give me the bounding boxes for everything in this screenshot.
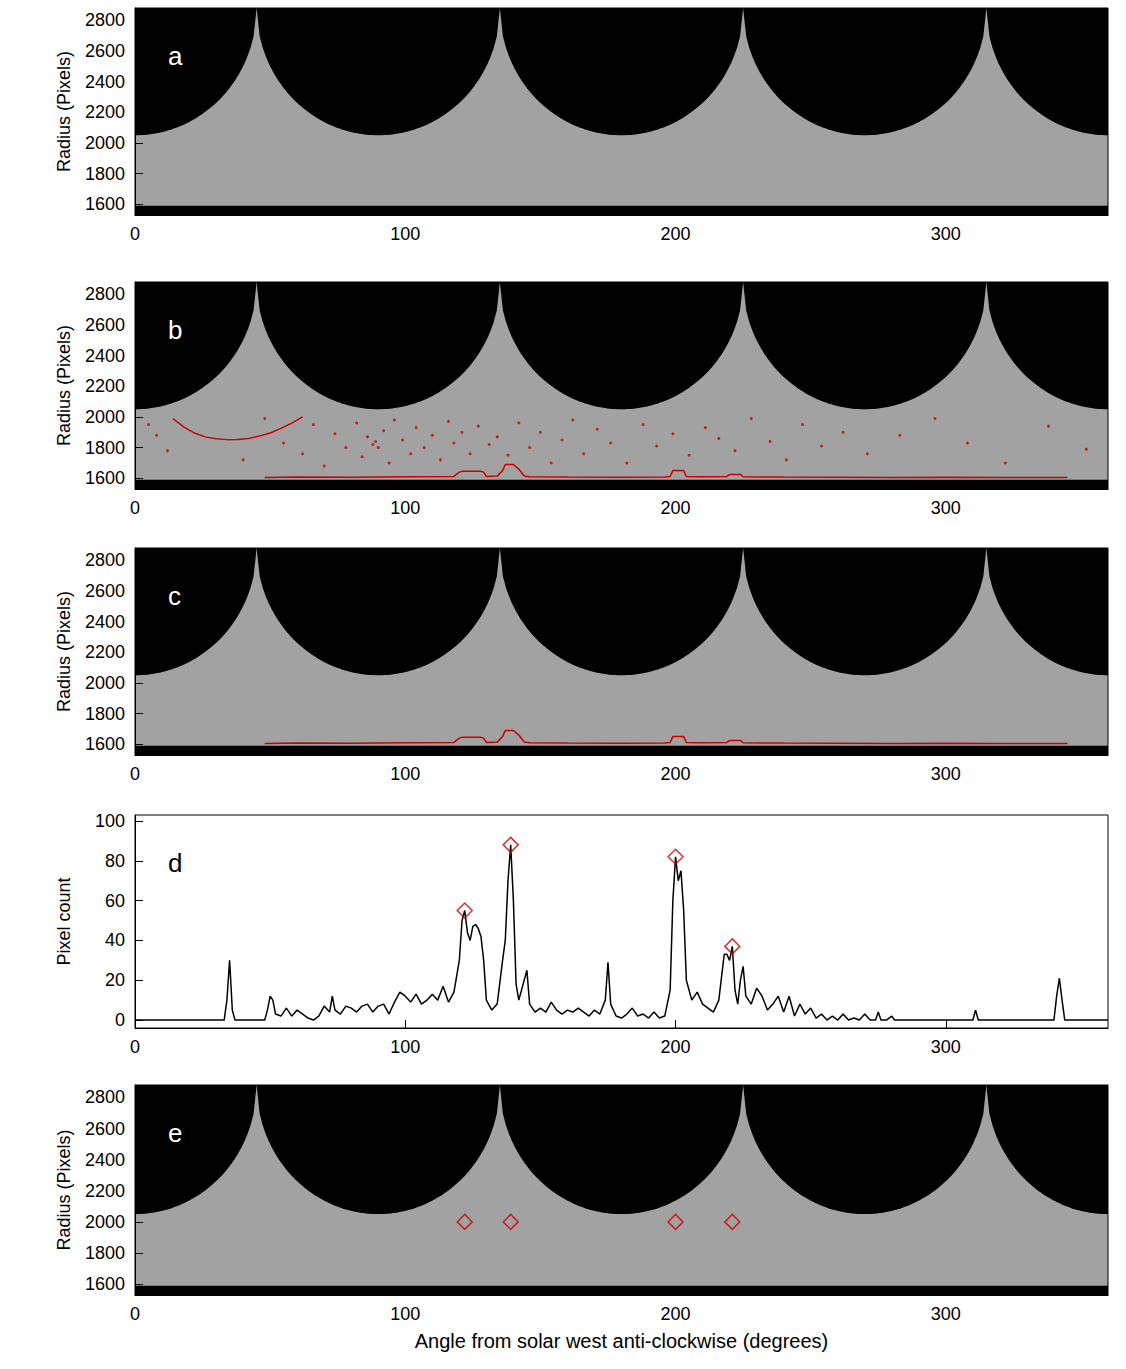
svg-text:2200: 2200: [85, 376, 125, 396]
svg-text:Angle from solar west anti-clo: Angle from solar west anti-clockwise (de…: [415, 1330, 829, 1352]
svg-text:Radius (Pixels): Radius (Pixels): [54, 1129, 74, 1250]
svg-text:0: 0: [130, 1037, 140, 1057]
svg-text:2200: 2200: [85, 642, 125, 662]
svg-text:100: 100: [390, 224, 420, 244]
svg-text:2800: 2800: [85, 10, 125, 30]
svg-text:100: 100: [390, 764, 420, 784]
svg-text:200: 200: [661, 1304, 691, 1324]
svg-text:2800: 2800: [85, 550, 125, 570]
svg-text:b: b: [168, 315, 182, 345]
svg-text:100: 100: [390, 1037, 420, 1057]
svg-text:Radius (Pixels): Radius (Pixels): [54, 325, 74, 446]
svg-text:2200: 2200: [85, 102, 125, 122]
svg-text:2800: 2800: [85, 1087, 125, 1107]
svg-text:1600: 1600: [85, 194, 125, 214]
svg-text:1800: 1800: [85, 438, 125, 458]
svg-text:300: 300: [931, 764, 961, 784]
svg-text:a: a: [168, 41, 183, 71]
svg-text:200: 200: [661, 498, 691, 518]
svg-text:1800: 1800: [85, 704, 125, 724]
svg-text:0: 0: [130, 224, 140, 244]
svg-text:1600: 1600: [85, 468, 125, 488]
svg-text:0: 0: [130, 498, 140, 518]
svg-text:0: 0: [130, 1304, 140, 1324]
svg-text:2400: 2400: [85, 612, 125, 632]
svg-text:1800: 1800: [85, 164, 125, 184]
svg-text:0: 0: [130, 764, 140, 784]
svg-text:Radius (Pixels): Radius (Pixels): [54, 51, 74, 172]
svg-text:2000: 2000: [85, 133, 125, 153]
svg-text:200: 200: [661, 764, 691, 784]
svg-text:2400: 2400: [85, 346, 125, 366]
svg-text:20: 20: [105, 970, 125, 990]
svg-text:1600: 1600: [85, 734, 125, 754]
svg-text:200: 200: [661, 224, 691, 244]
svg-text:200: 200: [661, 1037, 691, 1057]
svg-text:e: e: [168, 1118, 182, 1148]
svg-text:Pixel count: Pixel count: [54, 877, 74, 965]
svg-text:0: 0: [115, 1010, 125, 1030]
svg-text:2600: 2600: [85, 1119, 125, 1139]
svg-text:300: 300: [931, 498, 961, 518]
svg-text:40: 40: [105, 930, 125, 950]
svg-text:2400: 2400: [85, 72, 125, 92]
svg-text:Radius (Pixels): Radius (Pixels): [54, 591, 74, 712]
svg-text:2600: 2600: [85, 41, 125, 61]
svg-text:2200: 2200: [85, 1181, 125, 1201]
svg-text:2000: 2000: [85, 407, 125, 427]
svg-text:60: 60: [105, 891, 125, 911]
svg-text:2600: 2600: [85, 315, 125, 335]
svg-text:2800: 2800: [85, 284, 125, 304]
svg-text:1600: 1600: [85, 1274, 125, 1294]
svg-text:100: 100: [390, 498, 420, 518]
svg-text:c: c: [168, 581, 181, 611]
svg-text:2000: 2000: [85, 673, 125, 693]
svg-text:100: 100: [390, 1304, 420, 1324]
svg-text:d: d: [168, 848, 182, 878]
svg-text:80: 80: [105, 851, 125, 871]
svg-text:100: 100: [95, 811, 125, 831]
svg-text:2000: 2000: [85, 1212, 125, 1232]
svg-text:300: 300: [931, 1304, 961, 1324]
svg-text:2600: 2600: [85, 581, 125, 601]
svg-text:2400: 2400: [85, 1150, 125, 1170]
svg-text:300: 300: [931, 224, 961, 244]
svg-text:300: 300: [931, 1037, 961, 1057]
svg-text:1800: 1800: [85, 1243, 125, 1263]
